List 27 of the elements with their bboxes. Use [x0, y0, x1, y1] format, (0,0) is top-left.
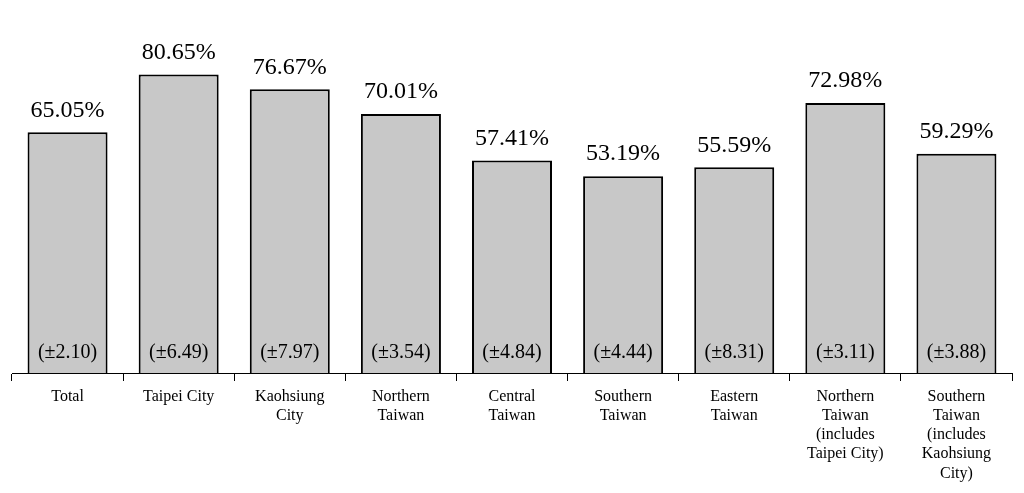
- data-label: 72.98%: [808, 66, 883, 93]
- annotation: (±8.31): [704, 340, 764, 364]
- data-label: 70.01%: [363, 77, 438, 104]
- data-label: 65.05%: [30, 95, 105, 122]
- x-tick-label: Taipei City: [143, 386, 215, 405]
- x-tick-label: Central Taiwan: [488, 386, 537, 423]
- data-label: 76.67%: [252, 52, 327, 79]
- x-tick-label: Northern Taiwan (includes Taipei City): [807, 386, 884, 463]
- annotation: (±2.10): [37, 340, 98, 364]
- data-label: 59.29%: [919, 116, 994, 143]
- annotation: (±3.88): [926, 340, 987, 364]
- x-tick-label: Kaohsiung City: [255, 386, 325, 424]
- data-label: 57.41%: [475, 123, 549, 150]
- annotation: (±4.84): [482, 340, 542, 364]
- data-label: 55.59%: [697, 130, 772, 157]
- x-tick-label: Eastern Taiwan: [710, 386, 759, 423]
- annotation: (±7.97): [260, 340, 320, 364]
- data-label: 53.19%: [586, 139, 661, 166]
- x-tick-label: Total: [51, 386, 85, 404]
- x-tick-label: Northern Taiwan: [372, 386, 430, 423]
- x-tick-label: Southern Taiwan: [594, 386, 652, 423]
- annotation: (±6.49): [149, 340, 209, 364]
- x-tick-label: Southern Taiwan (includes Kaohsiung City): [921, 386, 992, 482]
- annotation: (±3.54): [371, 340, 431, 364]
- annotation: (±3.11): [816, 340, 875, 364]
- annotation: (±4.44): [593, 340, 653, 364]
- data-label: 80.65%: [141, 37, 216, 64]
